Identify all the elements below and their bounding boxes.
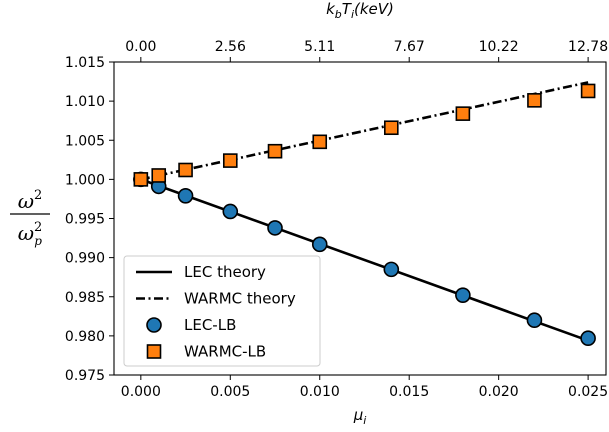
x-tick-label: 0.000 <box>121 384 161 400</box>
warmc-lb-point <box>151 168 167 183</box>
lec-lb-point <box>267 220 283 236</box>
x-axis-label: μi <box>353 406 367 427</box>
warmc-lb-point <box>384 120 399 136</box>
x-tick-label: 0.015 <box>389 384 429 400</box>
series-line-0 <box>140 178 589 342</box>
lec-lb-point <box>526 312 543 329</box>
top-tick-label: 5.11 <box>304 39 335 55</box>
warmc-lb-point <box>455 106 471 121</box>
y-tick-label: 0.990 <box>65 251 105 267</box>
svg-text:ω2p: ω2 p <box>18 220 43 248</box>
warmc-lb-point <box>222 153 238 168</box>
warmc-lb-point <box>580 83 596 99</box>
lec-lb-point <box>222 203 239 220</box>
svg-text:ω2: ω2 <box>18 188 43 213</box>
plot-area: 0.000 0.005 0.010 0.015 0.020 0.025 0.00 2.56 5.… <box>65 39 608 400</box>
legend-handle-2 <box>146 317 162 333</box>
x-tick-label: 0.010 <box>300 384 340 400</box>
warmc-lb-point <box>178 162 193 178</box>
warmc-lb-point <box>312 134 328 150</box>
legend-label-1: WARMC theory <box>184 290 296 308</box>
y-tick-label: 0.980 <box>65 329 105 345</box>
lec-lb-point <box>177 188 194 204</box>
y-tick-label: 0.985 <box>65 290 105 306</box>
lec-lb-point <box>580 330 596 347</box>
lec-lb-point <box>383 261 400 278</box>
top-tick-label: 10.22 <box>479 39 519 55</box>
lec-lb-point <box>311 236 328 253</box>
lec-lb-point <box>455 287 471 303</box>
legend-handle-3 <box>146 344 162 359</box>
top-tick-label: 0.00 <box>125 39 156 55</box>
legend-label-3: WARMC-LB <box>184 343 266 361</box>
warmc-lb-point <box>267 143 283 159</box>
top-tick-label: 2.56 <box>215 39 246 55</box>
x-tick-label: 0.020 <box>479 384 519 400</box>
top-tick-label: 12.78 <box>568 39 608 55</box>
y-tick-label: 1.005 <box>65 133 105 149</box>
y-tick-label: 1.015 <box>65 55 105 71</box>
y-tick-label: 0.995 <box>65 212 105 228</box>
y-tick-label: 1.010 <box>65 94 105 110</box>
legend-box <box>123 255 321 367</box>
warmc-lb-point <box>527 93 542 108</box>
y-tick-label: 0.975 <box>65 368 105 384</box>
legend-label-0: LEC theory <box>184 263 266 281</box>
x-tick-label: 0.025 <box>568 384 608 400</box>
warmc-lb-point <box>133 172 149 187</box>
y-tick-label: 1.000 <box>65 172 105 188</box>
y-axis-label: ω2 ω2 p <box>10 188 50 248</box>
top-axis-label: kbTi(keV) <box>326 0 394 21</box>
x-tick-label: 0.005 <box>210 384 250 400</box>
series-line-1 <box>140 81 589 181</box>
legend-label-2: LEC-LB <box>184 316 236 334</box>
top-tick-label: 7.67 <box>394 39 425 55</box>
legend: LEC theory WARMC theory LEC-LB WARMC-LB <box>123 255 321 367</box>
